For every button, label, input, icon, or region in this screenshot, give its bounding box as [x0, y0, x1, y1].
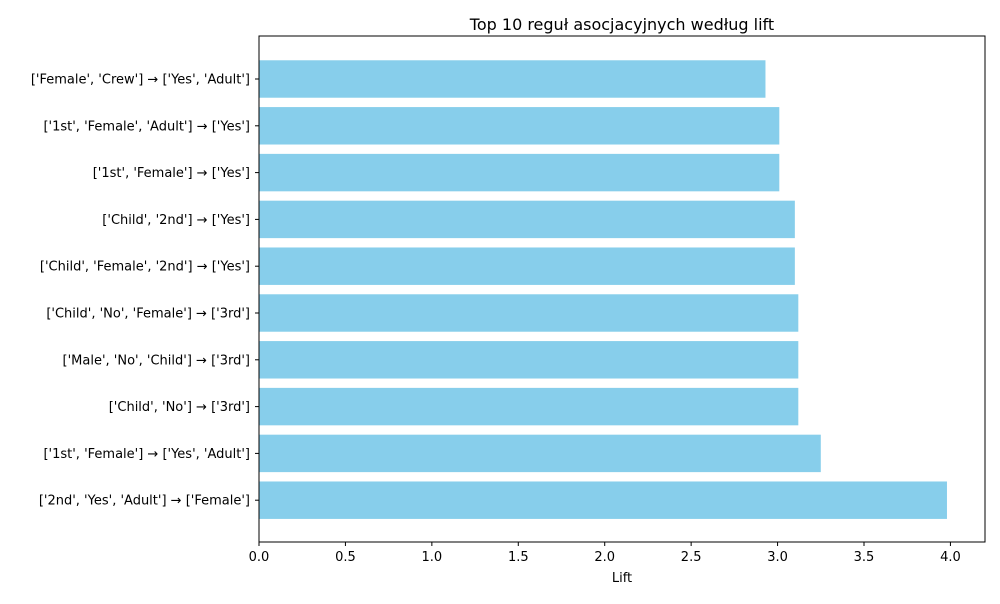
bars-layer	[259, 60, 947, 519]
bar	[259, 341, 799, 379]
bar	[259, 481, 947, 519]
bar	[259, 247, 795, 285]
chart-title: Top 10 reguł asocjacyjnych według lift	[469, 15, 774, 34]
y-tick-label: ['1st', 'Female'] → ['Yes', 'Adult']	[43, 447, 250, 462]
y-tick-label: ['Child', 'Female', '2nd'] → ['Yes']	[40, 260, 250, 275]
x-tick-label: 2.0	[594, 550, 615, 565]
y-tick-label: ['Child', 'No'] → ['3rd']	[109, 400, 250, 415]
plot-frame	[258, 35, 986, 543]
y-tick-label: ['Female', 'Crew'] → ['Yes', 'Adult']	[31, 73, 250, 88]
y-axis: ['Female', 'Crew'] → ['Yes', 'Adult'] ['1…	[31, 73, 259, 509]
x-tick-label: 1.0	[422, 550, 443, 565]
bar	[259, 294, 799, 332]
y-tick-label: ['1st', 'Female', 'Adult'] → ['Yes']	[43, 119, 250, 134]
x-tick-label: 1.5	[508, 550, 529, 565]
y-tick-label: ['2nd', 'Yes', 'Adult'] → ['Female']	[39, 494, 250, 509]
bar	[259, 60, 766, 98]
y-tick-label: ['Child', 'No', 'Female'] → ['3rd']	[46, 307, 250, 322]
x-tick-label: 3.5	[854, 550, 875, 565]
y-tick-label: ['1st', 'Female'] → ['Yes']	[93, 166, 250, 181]
x-tick-label: 0.0	[249, 550, 270, 565]
x-axis: 0.0 0.5 1.0 1.5 2.0 2.5 3.0 3.5 4.0	[249, 542, 961, 565]
x-tick-label: 3.0	[767, 550, 788, 565]
y-tick-label: ['Child', '2nd'] → ['Yes']	[102, 213, 250, 228]
y-tick-label: ['Male', 'No', 'Child'] → ['3rd']	[63, 353, 250, 368]
x-axis-label: Lift	[612, 571, 632, 586]
bar	[259, 153, 780, 192]
x-tick-label: 0.5	[335, 550, 356, 565]
x-tick-label: 4.0	[940, 550, 961, 565]
bar	[259, 200, 795, 239]
x-tick-label: 2.5	[681, 550, 702, 565]
bar	[259, 434, 821, 473]
bar	[259, 387, 799, 426]
bar	[259, 107, 780, 145]
